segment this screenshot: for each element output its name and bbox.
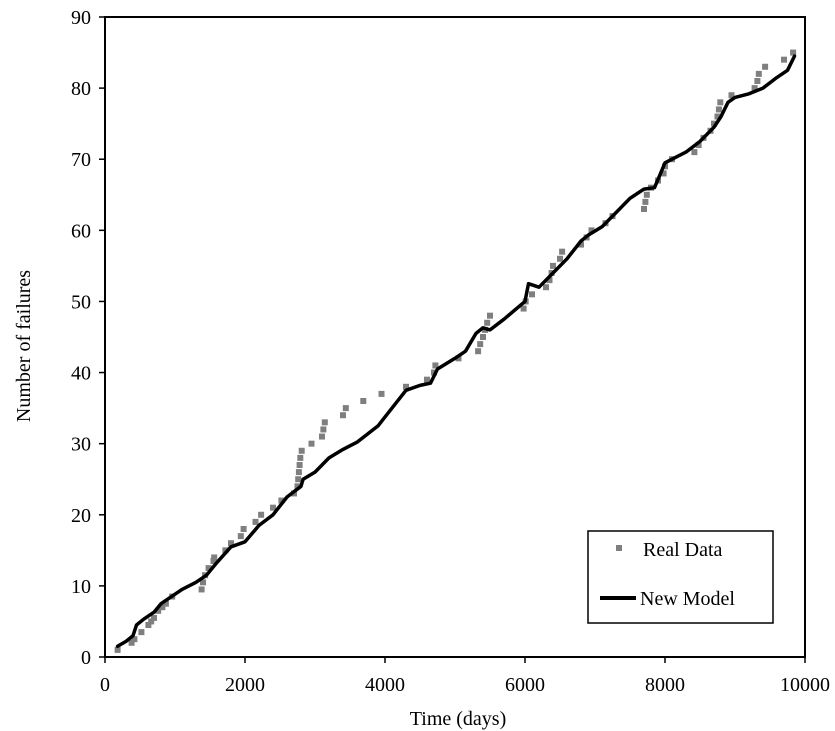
ticks-layer: 0 2000 4000 6000 8000 10000 0 10 20 30 40 50 60 70 80 9… (71, 7, 830, 696)
y-tick-label: 90 (71, 7, 91, 29)
real-data-point (751, 85, 758, 92)
real-data-point (240, 526, 247, 532)
x-tick-label: 0 (100, 674, 110, 696)
real-data-point (228, 540, 234, 547)
real-data-point (222, 547, 229, 554)
real-data-point (477, 341, 484, 348)
real-data-point (342, 405, 349, 412)
new-model-line (115, 54, 797, 649)
real-data-point (728, 92, 735, 99)
real-data-point (424, 376, 430, 383)
real-data-point (557, 255, 563, 262)
real-data-point (308, 440, 315, 447)
real-data-point (297, 454, 304, 461)
real-data-point (294, 483, 301, 490)
real-data-point (641, 206, 647, 212)
real-data-point (114, 646, 121, 653)
real-data-point (296, 462, 303, 468)
real-data-point (529, 291, 535, 298)
real-data-point (200, 579, 206, 586)
x-axis-title: Time (days) (410, 708, 506, 730)
real-data-point (642, 198, 649, 205)
real-data-point (295, 476, 302, 483)
real-data-point (162, 600, 169, 607)
real-data-point (360, 398, 367, 404)
real-data-point (211, 554, 218, 561)
real-data-point (432, 362, 439, 369)
x-tick-label: 4000 (365, 674, 405, 696)
real-data-point (295, 469, 302, 476)
real-data-point (578, 241, 584, 248)
real-data-point (475, 348, 482, 355)
real-data-point (660, 170, 667, 177)
y-tick-label: 0 (81, 647, 91, 669)
real-data-point (455, 355, 462, 362)
real-data-point (258, 511, 265, 518)
y-tick-label: 80 (71, 78, 91, 100)
real-data-point (480, 334, 486, 340)
real-data-point (321, 419, 328, 426)
real-data-point (559, 248, 566, 255)
real-data-point (278, 497, 285, 504)
real-data-point (138, 629, 145, 636)
real-data-point (691, 149, 698, 156)
real-data-point (487, 312, 493, 319)
real-data-point (378, 390, 385, 397)
real-data-point (695, 142, 702, 148)
real-data-point (520, 305, 527, 312)
y-axis-title: Number of failures (13, 270, 35, 422)
y-tick-label: 60 (71, 220, 91, 242)
real-data-point (643, 191, 650, 198)
real-data-point (754, 78, 761, 84)
x-tick-label: 10000 (780, 674, 830, 696)
legend-new-model-label: New Model (640, 588, 735, 610)
y-tick-label: 10 (71, 576, 91, 598)
real-data-point (319, 433, 325, 440)
real-data-point (145, 622, 152, 628)
y-tick-label: 30 (71, 434, 91, 456)
real-data-point (198, 586, 205, 593)
real-data-point (252, 518, 259, 525)
real-data-point (790, 49, 797, 56)
real-data-point (403, 383, 409, 390)
real-data-point (128, 639, 135, 646)
real-data-point (717, 99, 724, 106)
legend-real-data-marker (616, 545, 622, 551)
real-data-point (711, 120, 717, 127)
y-tick-label: 40 (71, 363, 91, 385)
real-data-point (159, 604, 166, 611)
real-data-point (484, 319, 491, 326)
x-tick-label: 6000 (505, 674, 545, 696)
real-data-point (340, 412, 346, 419)
real-data-point (155, 607, 162, 614)
series-layer (114, 49, 797, 653)
legend: Real Data New Model (587, 530, 774, 624)
y-tick-label: 50 (71, 291, 91, 313)
real-data-point (546, 277, 553, 284)
real-data-point (755, 70, 762, 77)
real-data-point (543, 284, 549, 291)
y-tick-label: 70 (71, 149, 91, 171)
real-data-point (151, 614, 157, 621)
y-tick-label: 20 (71, 505, 91, 527)
real-data-point (550, 262, 556, 269)
real-data-point (237, 533, 244, 540)
plot-frame (104, 16, 806, 658)
real-data-point (714, 113, 721, 120)
legend-real-data-label: Real Data (643, 539, 723, 561)
real-data-point (298, 447, 305, 454)
real-data-point (320, 426, 327, 433)
real-data-point (205, 565, 212, 572)
real-data-point (148, 618, 155, 625)
x-tick-label: 8000 (645, 674, 685, 696)
real-data-point (781, 56, 787, 63)
real-data-point (210, 558, 217, 564)
real-data-point (588, 227, 595, 234)
real-data-point (270, 504, 276, 511)
real-data-point (762, 63, 769, 70)
x-tick-label: 2000 (225, 674, 265, 696)
real-data-point (715, 106, 722, 113)
real-data-point (131, 636, 138, 643)
